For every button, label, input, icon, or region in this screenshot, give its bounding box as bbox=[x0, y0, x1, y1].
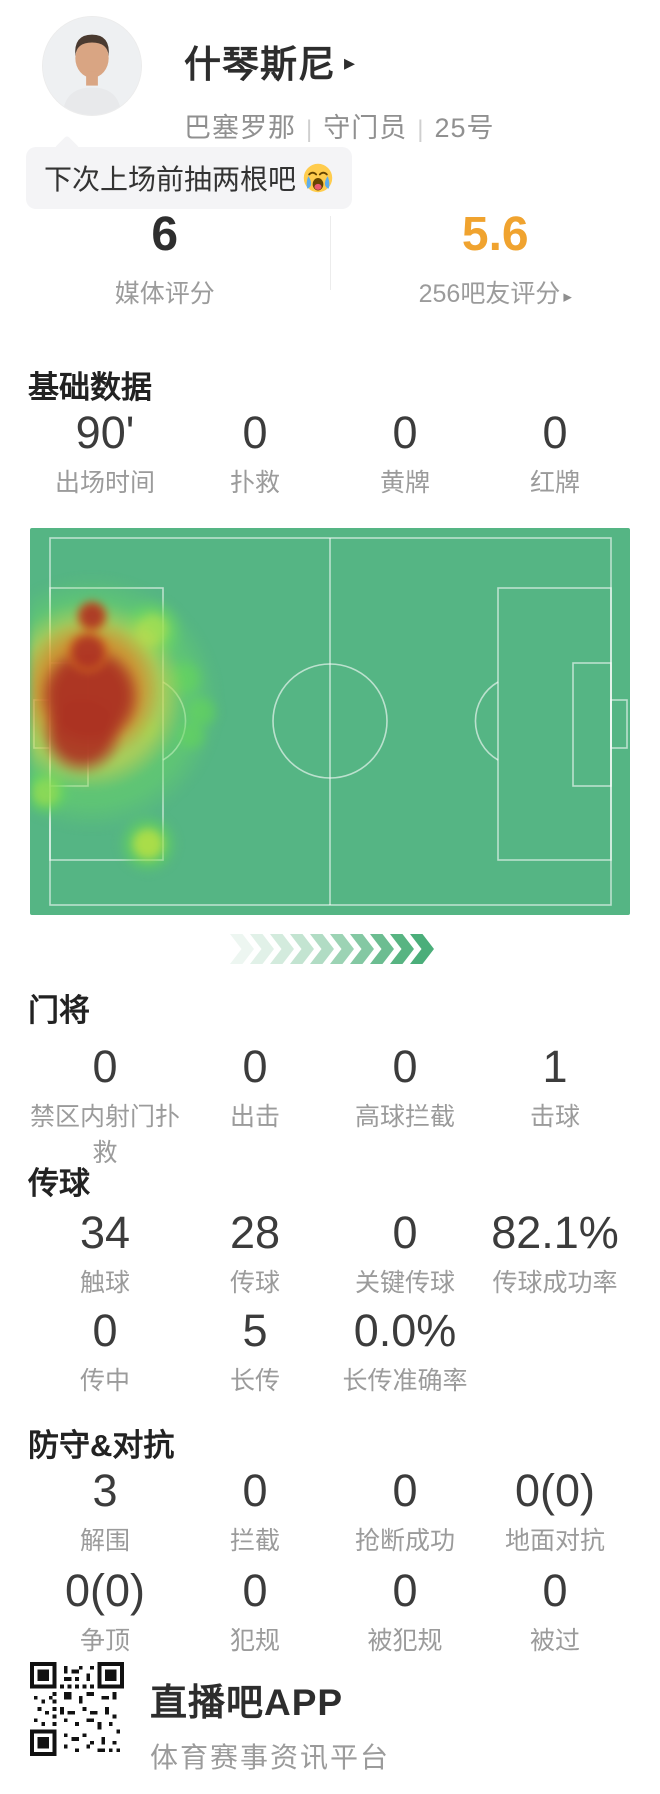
chevron-right-icon: ▸ bbox=[344, 50, 357, 75]
fans-rating-label: 256吧友评分 ▸ bbox=[418, 280, 572, 309]
stat-ground-duels: 0(0) 地面对抗 bbox=[504, 1465, 605, 1555]
stat-red-cards: 0 红牌 bbox=[529, 407, 580, 497]
player-position: 守门员 bbox=[323, 113, 408, 143]
stat-touches: 34 触球 bbox=[79, 1207, 131, 1297]
avatar[interactable] bbox=[42, 16, 142, 116]
stat-long-balls: 5 长传 bbox=[229, 1305, 280, 1395]
stat-box-shot-saves: 0 禁区内射门扑救 bbox=[30, 1041, 181, 1167]
section-title-basic: 基础数据 bbox=[28, 370, 152, 405]
stat-punches: 1 击球 bbox=[529, 1041, 580, 1131]
stat-saves: 0 扑救 bbox=[229, 407, 280, 497]
player-name-row[interactable]: 什琴斯尼 ▸ bbox=[184, 34, 495, 88]
stat-yellow-cards: 0 黄牌 bbox=[379, 407, 430, 497]
stat-clearances: 3 解围 bbox=[79, 1465, 130, 1555]
team-name: 巴塞罗那 bbox=[184, 113, 296, 143]
stat-fouls: 0 犯规 bbox=[229, 1565, 280, 1655]
stat-aerial-duels: 0(0) 争顶 bbox=[64, 1565, 146, 1655]
stat-pass-accuracy: 82.1% 传球成功率 bbox=[491, 1207, 619, 1297]
player-name: 什琴斯尼 bbox=[184, 44, 336, 85]
passing-stats-row-2: 0 传中 5 长传 0.0% 长传准确率 bbox=[30, 1306, 630, 1397]
heatmap bbox=[30, 528, 630, 915]
stat-high-claims: 0 高球拦截 bbox=[354, 1041, 455, 1131]
fans-rating-value: 5.6 bbox=[461, 208, 529, 261]
meta-separator: | bbox=[417, 116, 425, 143]
comment-bubble[interactable]: 下次上场前抽两根吧 bbox=[26, 147, 353, 209]
media-rating: 6 媒体评分 bbox=[0, 208, 330, 310]
stat-crosses: 0 传中 bbox=[79, 1305, 130, 1395]
chevron-right-icon: ▸ bbox=[563, 287, 572, 307]
app-footer: 直播吧APP 体育赛事资讯平台 bbox=[30, 1662, 390, 1776]
fans-rating[interactable]: 5.6 256吧友评分 ▸ bbox=[331, 208, 660, 310]
stat-runs-out: 0 出击 bbox=[229, 1041, 280, 1131]
ratings-row: 6 媒体评分 5.6 256吧友评分 ▸ bbox=[0, 208, 660, 310]
player-info: 什琴斯尼 ▸ 巴塞罗那 | 守门员 | 25号 bbox=[184, 16, 495, 145]
chevron-icon bbox=[230, 934, 254, 964]
meta-separator: | bbox=[306, 116, 314, 143]
section-title-goalkeeper: 门将 bbox=[28, 993, 90, 1028]
stat-long-ball-accuracy: 0.0% 长传准确率 bbox=[342, 1305, 468, 1395]
ratings-divider bbox=[329, 216, 331, 290]
section-title-defense: 防守&对抗 bbox=[28, 1428, 175, 1463]
defense-stats-row-2: 0(0) 争顶 0 犯规 0 被犯规 0 被过 bbox=[30, 1566, 630, 1657]
heatmap-overlay bbox=[30, 528, 630, 915]
stat-empty bbox=[480, 1306, 630, 1397]
media-rating-value: 6 bbox=[151, 208, 179, 261]
section-title-passing: 传球 bbox=[28, 1166, 90, 1201]
comment-text: 下次上场前抽两根吧 bbox=[44, 164, 297, 195]
player-meta: 巴塞罗那 | 守门员 | 25号 bbox=[184, 106, 495, 145]
stat-passes: 28 传球 bbox=[229, 1207, 281, 1297]
player-photo bbox=[43, 17, 141, 115]
passing-stats-row-1: 34 触球 28 传球 0 关键传球 82.1% 传球成功率 bbox=[30, 1208, 630, 1299]
goalkeeper-stats-row: 0 禁区内射门扑救 0 出击 0 高球拦截 1 击球 bbox=[30, 1042, 630, 1169]
basic-stats-row: 90' 出场时间 0 扑救 0 黄牌 0 红牌 bbox=[30, 408, 630, 499]
stat-tackles-won: 0 抢断成功 bbox=[354, 1465, 455, 1555]
stat-fouled: 0 被犯规 bbox=[367, 1565, 443, 1655]
app-tagline: 体育赛事资讯平台 bbox=[150, 1742, 391, 1773]
crying-emoji-icon bbox=[303, 163, 333, 193]
player-number: 25号 bbox=[434, 113, 495, 143]
media-rating-label: 媒体评分 bbox=[114, 280, 215, 309]
chevron-strip bbox=[0, 934, 660, 964]
stat-dribbled-past: 0 被过 bbox=[529, 1565, 580, 1655]
stat-interceptions: 0 拦截 bbox=[229, 1465, 280, 1555]
stat-key-passes: 0 关键传球 bbox=[354, 1207, 455, 1297]
defense-stats-row-1: 3 解围 0 拦截 0 抢断成功 0(0) 地面对抗 bbox=[30, 1466, 630, 1557]
footer-info: 直播吧APP 体育赛事资讯平台 bbox=[150, 1662, 390, 1776]
qr-code bbox=[30, 1662, 124, 1756]
stat-minutes: 90' 出场时间 bbox=[54, 407, 155, 497]
player-header: 什琴斯尼 ▸ 巴塞罗那 | 守门员 | 25号 bbox=[42, 16, 495, 145]
app-name: 直播吧APP bbox=[150, 1682, 344, 1723]
